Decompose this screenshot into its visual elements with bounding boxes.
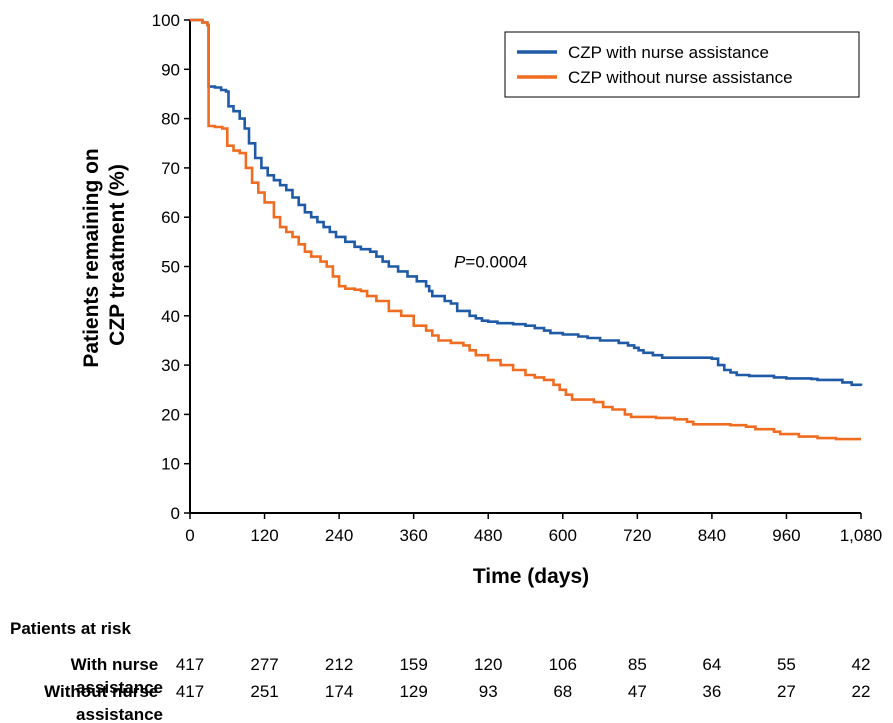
x-tick-label: 480 (474, 526, 502, 545)
legend-box (504, 31, 860, 98)
risk-value-without-nurse: 129 (399, 682, 427, 701)
legend: CZP with nurse assistance CZP without nu… (504, 31, 860, 98)
risk-value-with-nurse: 42 (852, 655, 871, 674)
risk-row-label-with-nurse: With nurse assistance (71, 655, 163, 697)
risk-value-without-nurse: 36 (702, 682, 721, 701)
x-tick-label: 120 (250, 526, 278, 545)
x-tick-label: 960 (772, 526, 800, 545)
p-value-annotation: P=0.0004 (454, 253, 527, 272)
x-tick-label: 0 (185, 526, 194, 545)
risk-row-label-with-nurse-line-1: With nurse (71, 655, 159, 674)
plot-area: 0 10 20 30 40 50 60 70 80 90 100 0 120 240 360 480 600 72… (152, 11, 883, 545)
y-tick-label: 10 (161, 455, 180, 474)
y-tick-label: 60 (161, 208, 180, 227)
x-tick-label: 1,080 (840, 526, 883, 545)
y-tick-label: 70 (161, 159, 180, 178)
risk-row-label-without-nurse-line-2: assistance (76, 705, 163, 723)
risk-value-with-nurse: 212 (325, 655, 353, 674)
risk-value-with-nurse: 159 (399, 655, 427, 674)
risk-value-with-nurse: 55 (777, 655, 796, 674)
risk-table-title: Patients at risk (10, 619, 131, 638)
y-axis-title-line-2: CZP treatment (%) (106, 164, 129, 346)
y-tick-label: 100 (152, 11, 180, 30)
x-tick-label: 720 (623, 526, 651, 545)
y-tick-label: 30 (161, 356, 180, 375)
risk-value-without-nurse: 93 (479, 682, 498, 701)
x-axis-title: Time (days) (473, 565, 589, 588)
risk-value-without-nurse: 22 (852, 682, 871, 701)
y-tick-label: 50 (161, 258, 180, 277)
risk-value-without-nurse: 47 (628, 682, 647, 701)
x-tick-label: 600 (549, 526, 577, 545)
risk-value-without-nurse: 27 (777, 682, 796, 701)
legend-label-nurse: CZP with nurse assistance (568, 43, 769, 62)
risk-value-without-nurse: 417 (176, 682, 204, 701)
risk-row-label-without-nurse-line-1: Without nurse (44, 682, 158, 701)
x-tick-label: 360 (399, 526, 427, 545)
risk-value-without-nurse: 174 (325, 682, 353, 701)
y-axis-title: Patients remaining on CZP treatment (%) (80, 142, 129, 367)
y-tick-label: 20 (161, 405, 180, 424)
y-tick-label: 0 (171, 504, 180, 523)
risk-value-with-nurse: 417 (176, 655, 204, 674)
risk-value-with-nurse: 106 (549, 655, 577, 674)
risk-table-values: 417 277 212 159 120 106 85 64 55 42 417 251 174 129 93… (176, 655, 871, 701)
risk-value-with-nurse: 85 (628, 655, 647, 674)
series-line-without-nurse (190, 18, 861, 441)
p-value-number: =0.0004 (465, 253, 527, 272)
y-tick-label: 80 (161, 110, 180, 129)
risk-value-with-nurse: 64 (702, 655, 721, 674)
risk-value-without-nurse: 251 (250, 682, 278, 701)
risk-value-with-nurse: 120 (474, 655, 502, 674)
risk-row-label-without-nurse: Without nurse assistance (44, 682, 163, 723)
risk-table: Patients at risk With nurse assistance W… (10, 619, 870, 723)
y-axis-title-line-1: Patients remaining on (80, 148, 103, 367)
p-value-symbol: P (454, 253, 466, 272)
legend-label-no-nurse: CZP without nurse assistance (568, 68, 793, 87)
risk-value-without-nurse: 68 (553, 682, 572, 701)
risk-row-label-with-nurse-line-2: assistance (76, 678, 163, 697)
x-tick-label: 840 (698, 526, 726, 545)
series-line-with-nurse (190, 18, 863, 387)
y-tick-label: 90 (161, 60, 180, 79)
risk-value-with-nurse: 277 (250, 655, 278, 674)
x-tick-label: 240 (325, 526, 353, 545)
y-tick-label: 40 (161, 307, 180, 326)
